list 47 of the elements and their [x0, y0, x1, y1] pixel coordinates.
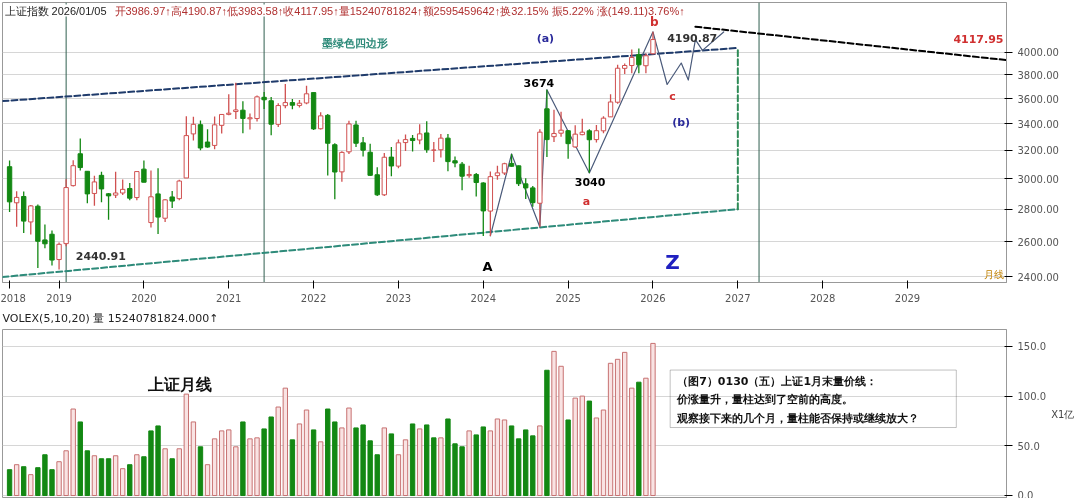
x-tick-label: 2020 [131, 292, 157, 304]
annotation: 4117.95 [953, 33, 1004, 47]
y-tick-label: 3800.00 [1017, 69, 1059, 81]
y-tick-label: 0.0 [1017, 489, 1034, 498]
y-tick-label: 3000.00 [1017, 173, 1059, 185]
annotation: 4190.87 [667, 31, 718, 45]
annotation: (a) [536, 31, 555, 45]
chart-subtitle: 开3986.97↑高4190.87↑低3983.58↑收4117.95↑量15240781824↑额2595459642↑换32.15% 振5.22% 涨(149.11)3.76%↑ [114, 4, 685, 17]
chart-title: VOLEX(5,10,20) 量 15240781824.000↑ [2, 311, 219, 325]
annotation: a [582, 195, 591, 209]
annotation: 上证月线 [147, 374, 213, 394]
chart-title: 上证指数 2026/01/05 [4, 4, 107, 17]
annotation: c [669, 90, 676, 104]
annotation: b [650, 15, 660, 30]
x-tick-label: 2023 [385, 292, 412, 304]
x-tick-label: 2021 [216, 292, 242, 304]
annotation: 2440.91 [75, 250, 126, 264]
annotation: 墨绿色四边形 [320, 37, 388, 51]
x-tick-label: 2027 [725, 292, 751, 304]
x-tick-label: 2022 [300, 292, 327, 304]
y-tick-label: 3200.00 [1017, 145, 1059, 157]
y-tick-label: 2400.00 [1017, 271, 1059, 283]
annotation: （图7）0130（五）上证1月末量价线： [677, 374, 878, 388]
y-tick-label: 2800.00 [1017, 204, 1059, 216]
y-tick-label: 3400.00 [1017, 118, 1059, 130]
x-tick-label: 2025 [555, 292, 581, 304]
x-axis-title: 月线 [983, 268, 1004, 280]
y-tick-label: 3600.00 [1017, 93, 1059, 105]
y-tick-label: 100.0 [1017, 391, 1047, 403]
x-tick-label: 2018 [0, 292, 26, 304]
annotation: 观察接下来的几个月，量柱能否保持或继续放大？ [676, 411, 920, 425]
x-tick-label: 2024 [470, 292, 497, 304]
x-tick-label: 2029 [894, 292, 921, 304]
y-tick-label: 150.0 [1017, 341, 1047, 353]
annotation: (b) [672, 115, 691, 129]
x-tick-label: 2028 [809, 292, 836, 304]
y-tick-label: 2600.00 [1017, 236, 1059, 248]
annotation: 3040 [574, 175, 606, 189]
y-tick-label: 50.0 [1017, 440, 1040, 452]
y-axis-title: X1亿 [1051, 408, 1075, 420]
x-tick-label: 2019 [46, 292, 72, 304]
annotation: Z [665, 250, 680, 275]
annotation: 3674 [523, 76, 555, 90]
annotation: A [482, 259, 493, 275]
x-tick-label: 2026 [640, 292, 666, 304]
annotation: 价涨量升，量柱达到了空前的高度。 [676, 393, 854, 407]
y-tick-label: 4000.00 [1017, 47, 1059, 59]
